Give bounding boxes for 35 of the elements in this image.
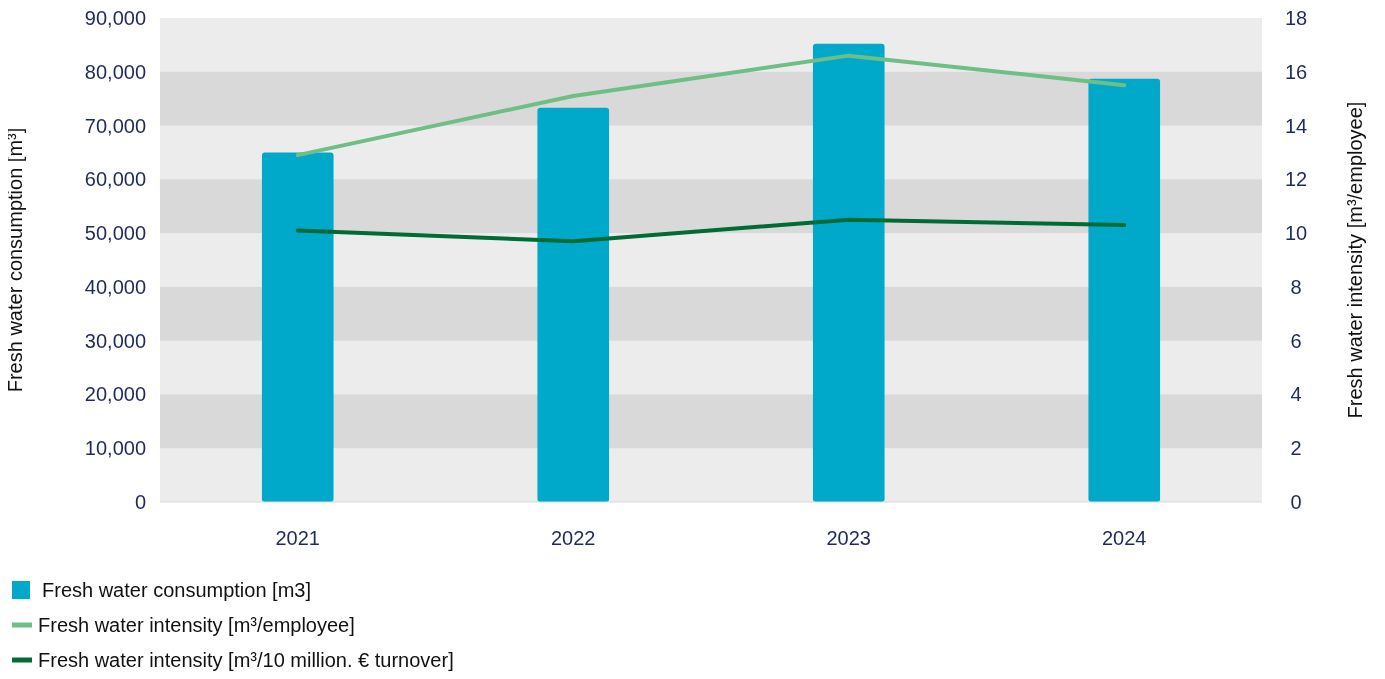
y2-tick-label: 18 — [1284, 7, 1308, 29]
legend-label: Fresh water intensity [m³/employee] — [38, 614, 355, 636]
y-tick-label: 40,000 — [84, 275, 146, 298]
y-axis-title: Fresh water consumption [m³] — [4, 127, 26, 393]
y-tick-label: 50,000 — [84, 222, 146, 245]
y-tick-label: 30,000 — [84, 329, 146, 352]
y-tick-label: 20,000 — [84, 383, 146, 406]
legend-label: Fresh water consumption [m3] — [42, 579, 311, 601]
y-tick-label: 80,000 — [84, 60, 146, 83]
bar — [537, 107, 610, 502]
y2-tick-label: 8 — [1290, 275, 1302, 298]
y2-tick-label: 12 — [1284, 168, 1308, 191]
legend-label: Fresh water intensity [m³/10 million. € turnover] — [38, 649, 454, 671]
y2-tick-label: 16 — [1284, 60, 1308, 83]
x-tick-label: 2022 — [551, 527, 596, 549]
x-tick-label: 2021 — [275, 527, 320, 549]
y2-tick-label: 10 — [1284, 222, 1308, 245]
y2-tick-label: 6 — [1290, 329, 1302, 352]
line-series — [295, 53, 1127, 158]
bar — [261, 152, 334, 502]
y2-tick-label: 0 — [1290, 491, 1302, 513]
line-series — [295, 217, 1127, 244]
x-tick-label: 2023 — [826, 527, 871, 549]
y-tick-label: 10,000 — [84, 437, 146, 460]
y2-tick-label: 14 — [1284, 114, 1308, 137]
y2-axis-title: Fresh water intensity [m³/employee] — [1344, 101, 1366, 419]
y-tick-label: 0 — [134, 491, 146, 513]
y-tick-label: 90,000 — [84, 7, 146, 29]
bar — [812, 43, 885, 502]
x-tick-label: 2024 — [1102, 527, 1147, 549]
y-tick-label: 60,000 — [84, 168, 146, 191]
y2-tick-label: 2 — [1290, 437, 1302, 460]
y-tick-label: 70,000 — [84, 114, 146, 137]
y2-tick-label: 4 — [1290, 383, 1302, 406]
bar — [1088, 78, 1161, 502]
